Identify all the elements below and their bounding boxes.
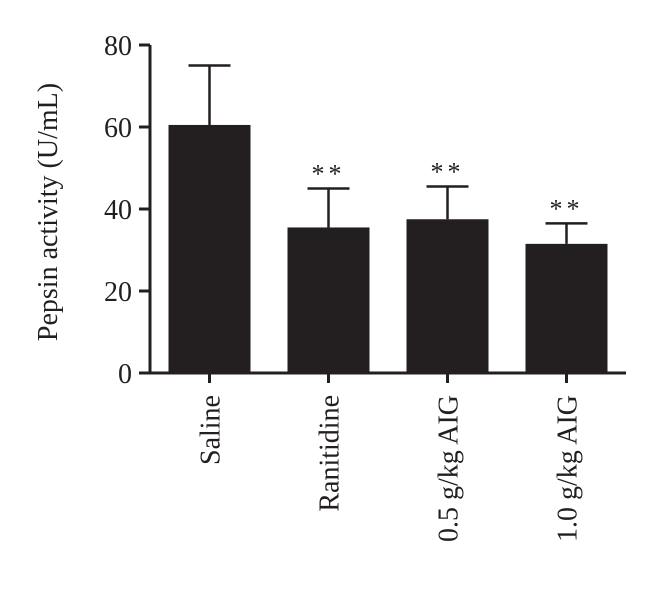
y-tick-label: 40 bbox=[104, 195, 132, 226]
bar bbox=[168, 124, 251, 373]
significance-label: ** bbox=[550, 194, 584, 223]
y-tick-label: 80 bbox=[104, 31, 132, 62]
x-tick-label: 1.0 g/kg AIG bbox=[553, 395, 584, 542]
y-axis-title: Pepsin activity (U/mL) bbox=[33, 83, 64, 341]
x-tick-label: 0.5 g/kg AIG bbox=[434, 395, 465, 542]
bar bbox=[525, 243, 608, 373]
y-axis-title-group: Pepsin activity (U/mL) bbox=[33, 83, 64, 341]
y-tick-label: 60 bbox=[104, 113, 132, 144]
x-ticks: Saline Ranitidine 0.5 g/kg AIG 1.0 g/kg AIG bbox=[196, 373, 584, 542]
bars bbox=[168, 124, 608, 373]
x-tick-label: Ranitidine bbox=[315, 395, 346, 512]
x-tick-label: Saline bbox=[196, 395, 227, 465]
significance-markers: ** ** ** bbox=[312, 157, 584, 223]
significance-label: ** bbox=[312, 160, 346, 189]
y-tick-label: 0 bbox=[118, 359, 132, 390]
y-ticks: 0 20 40 60 80 bbox=[104, 31, 150, 390]
significance-label: ** bbox=[431, 157, 465, 186]
y-tick-label: 20 bbox=[104, 277, 132, 308]
bar bbox=[287, 227, 370, 373]
error-bars bbox=[188, 64, 588, 244]
bar bbox=[406, 219, 489, 373]
